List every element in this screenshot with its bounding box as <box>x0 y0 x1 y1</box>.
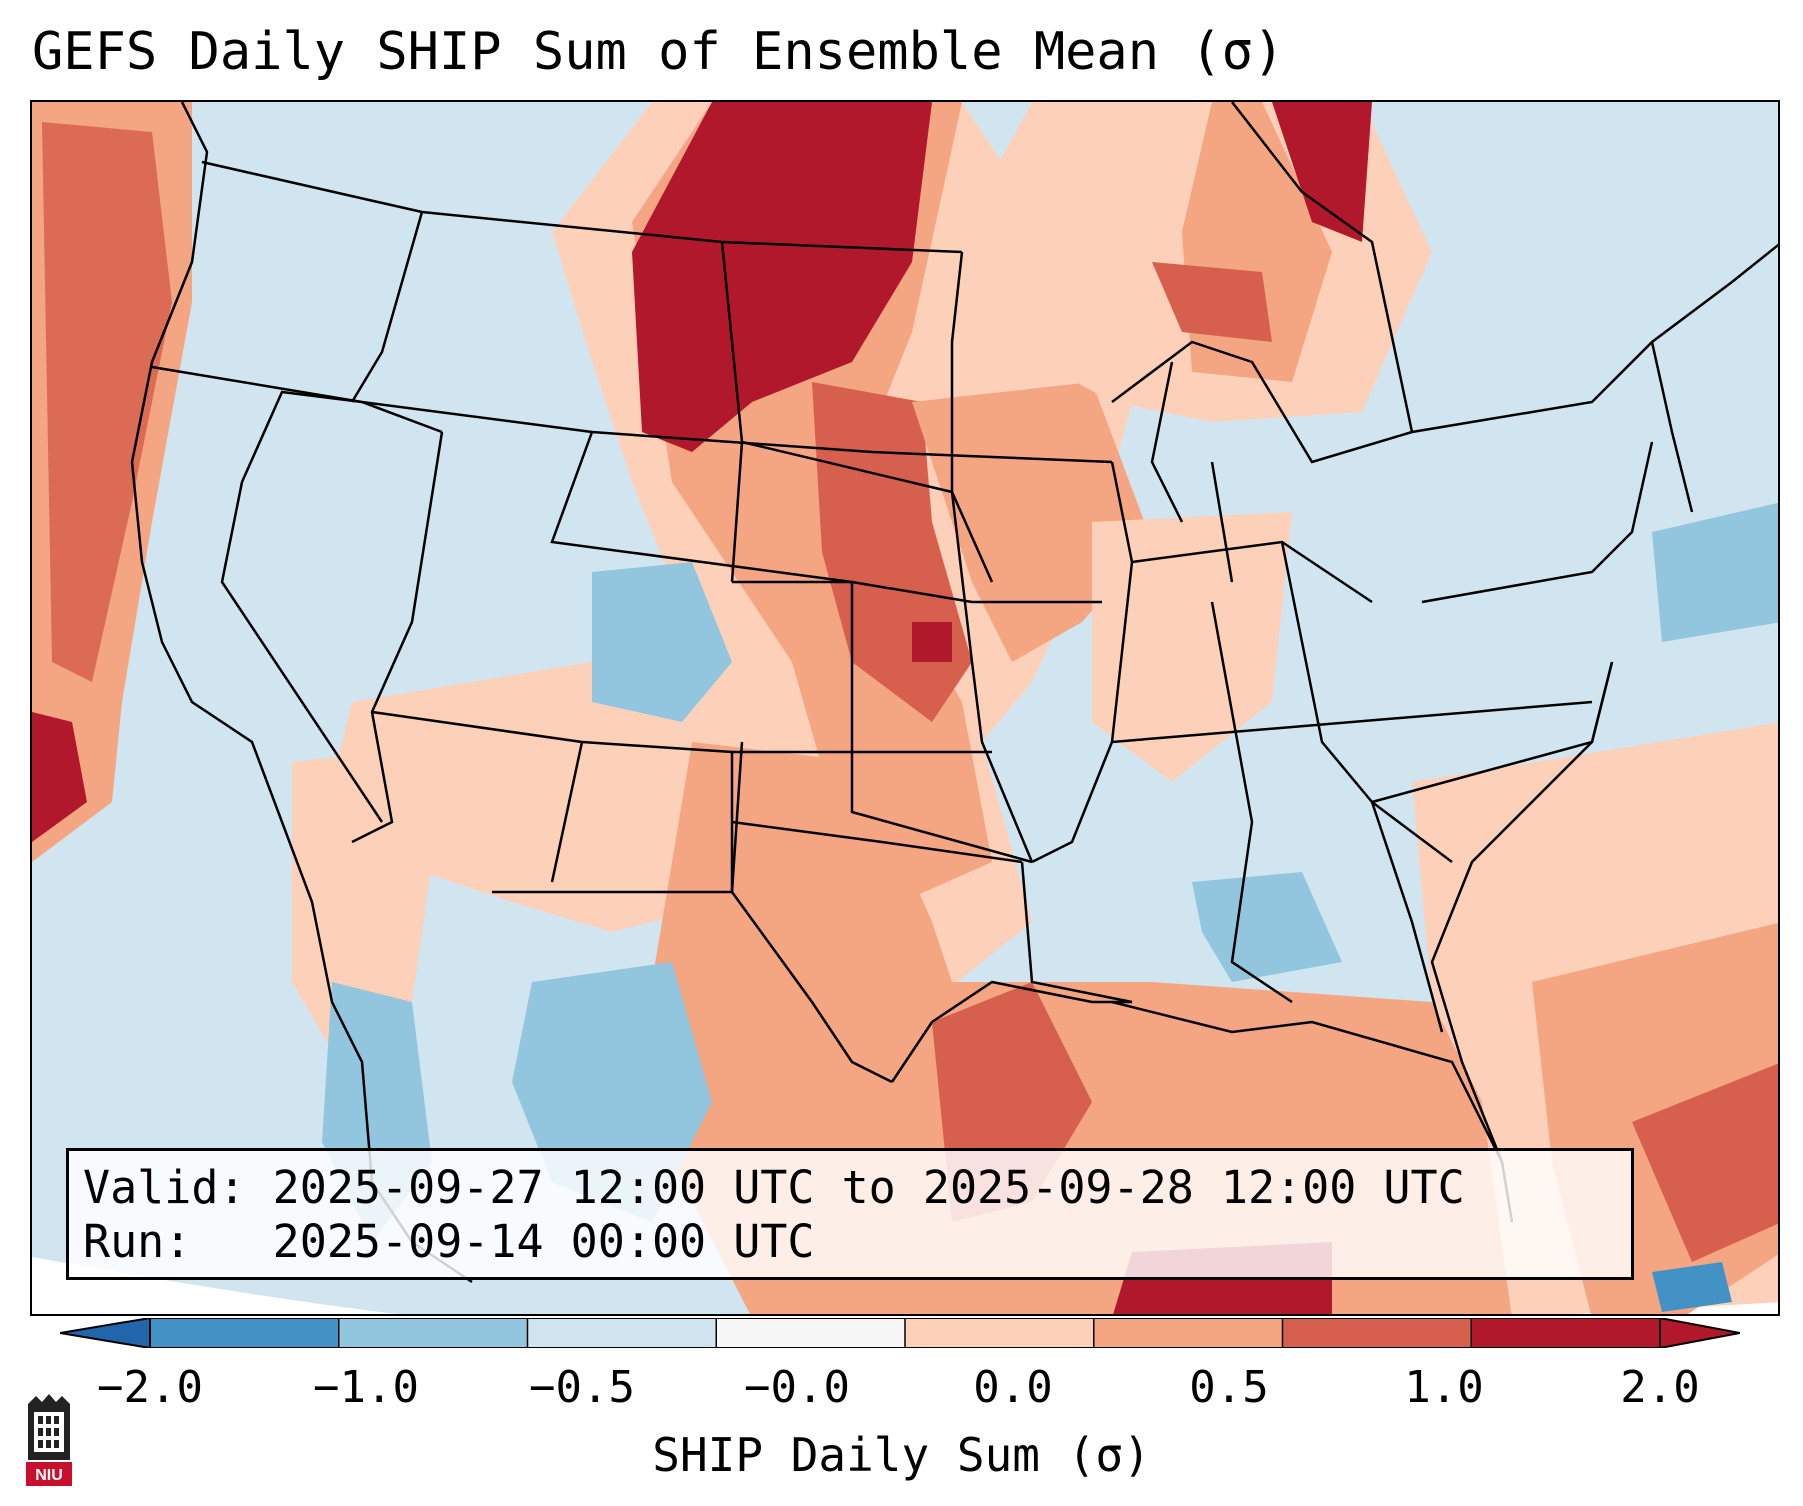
colorbar-under-extension <box>60 1318 150 1348</box>
colorbar-segment <box>905 1318 1095 1348</box>
colorbar-segment <box>1282 1318 1472 1348</box>
colorbar-tick-label: 0.0 <box>973 1362 1053 1413</box>
colorbar-tick-label: 2.0 <box>1620 1362 1700 1413</box>
colorbar-tick-label: −0.5 <box>529 1362 635 1413</box>
map-title: GEFS Daily SHIP Sum of Ensemble Mean (σ) <box>32 22 1285 82</box>
colorbar-segment <box>527 1318 717 1348</box>
colorbar-segment <box>1093 1318 1283 1348</box>
niu-logo: NIU <box>20 1390 78 1490</box>
colorbar-tick-label: 0.5 <box>1189 1362 1269 1413</box>
niu-logo-text: NIU <box>35 1467 63 1484</box>
valid-run-info-box: Valid: 2025-09-27 12:00 UTC to 2025-09-2… <box>66 1148 1634 1280</box>
colorbar-segment <box>150 1318 340 1348</box>
colorbar-tick-label: −1.0 <box>313 1362 419 1413</box>
valid-time-text: Valid: 2025-09-27 12:00 UTC to 2025-09-2… <box>83 1161 1465 1214</box>
niu-logo-icon: NIU <box>26 1394 72 1486</box>
colorbar-svg <box>59 1317 1741 1349</box>
colorbar-tick-label: −2.0 <box>97 1362 203 1413</box>
projection-edge-left <box>32 1257 397 1314</box>
state-boundaries <box>130 102 1778 1284</box>
colorbar-tick-label: 1.0 <box>1404 1362 1484 1413</box>
colorbar-segment <box>1471 1318 1661 1348</box>
map-panel <box>30 100 1780 1316</box>
ship-field-map <box>32 102 1778 1314</box>
colorbar-tick-label: −0.0 <box>744 1362 850 1413</box>
colorbar-segment <box>716 1318 906 1348</box>
colorbar-label: SHIP Daily Sum (σ) <box>652 1428 1151 1482</box>
run-time-text: Run: 2025-09-14 00:00 UTC <box>83 1215 815 1268</box>
colorbar <box>59 1317 1741 1349</box>
colorbar-under-outline <box>59 1317 151 1349</box>
colorbar-segment <box>338 1318 528 1348</box>
colorbar-over-extension <box>1660 1318 1740 1348</box>
